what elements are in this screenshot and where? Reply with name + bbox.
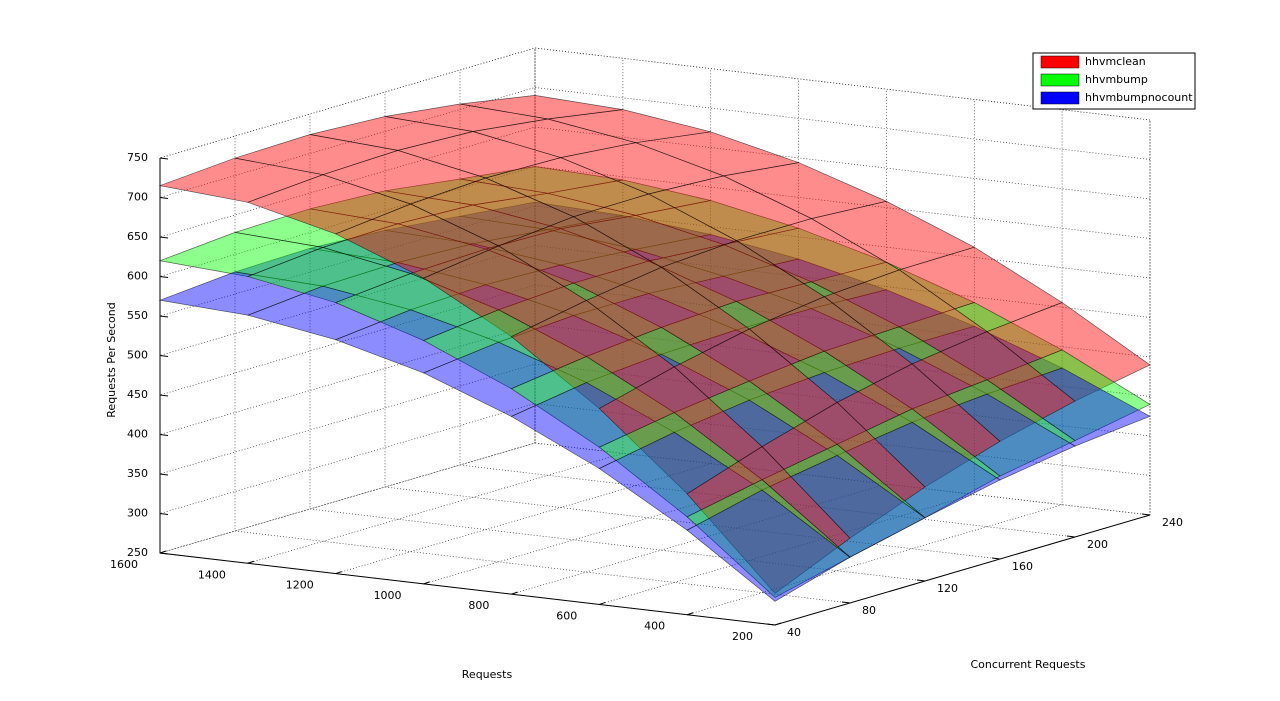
z-tick-label: 400 <box>127 428 148 441</box>
z-tick-label: 750 <box>127 151 148 164</box>
z-tick-label: 500 <box>127 349 148 362</box>
x-tick-label: 800 <box>468 599 489 612</box>
x-tick <box>423 581 430 585</box>
x-tick <box>511 591 518 595</box>
axes: 250 300 350 400 450 500 550 600 650 700 750 200 400 6… <box>110 151 1183 643</box>
grid-line <box>159 363 1151 475</box>
y-tick <box>991 557 1001 560</box>
grid-line <box>159 87 1151 198</box>
x-tick-label: 1200 <box>286 579 314 592</box>
y-tick <box>1066 535 1076 538</box>
x-tick <box>335 571 342 575</box>
grid-line <box>309 114 926 582</box>
legend-label: hhvmbumpnocount <box>1085 91 1193 104</box>
grid-line <box>159 403 1151 514</box>
y-tick-label: 200 <box>1087 538 1108 551</box>
legend: hhvmclean hhvmbump hhvmbumpnocount <box>1032 52 1196 110</box>
grid-line <box>159 245 1151 356</box>
grid-line <box>599 99 975 605</box>
y-tick-label: 240 <box>1162 516 1183 529</box>
y-tick <box>766 623 776 626</box>
surface-patch <box>686 489 851 602</box>
y-tick-label: 40 <box>787 626 801 639</box>
z-tick <box>159 157 169 160</box>
y-axis-label: Concurrent Requests <box>971 658 1086 671</box>
x-tick-label: 1000 <box>374 589 402 602</box>
x-tick-label: 600 <box>556 609 577 622</box>
z-tick <box>159 552 169 555</box>
z-tick <box>159 473 169 476</box>
x-tick-label: 1400 <box>198 568 226 581</box>
y-tick-label: 80 <box>862 604 876 617</box>
legend-label: hhvmclean <box>1085 55 1146 68</box>
grid-line <box>459 70 1076 538</box>
surfaces <box>158 95 1151 602</box>
x-tick <box>774 622 782 626</box>
grid-line <box>384 92 1001 560</box>
z-tick <box>159 394 169 397</box>
y-tick-label: 120 <box>937 582 958 595</box>
z-tick-label: 450 <box>127 388 148 401</box>
legend-swatch <box>1040 73 1080 87</box>
grid-line <box>159 126 1151 238</box>
y-tick <box>1141 513 1151 516</box>
z-tick-label: 700 <box>127 191 148 204</box>
z-tick-label: 300 <box>127 507 148 520</box>
x-tick <box>159 550 167 554</box>
legend-swatch <box>1040 55 1080 69</box>
z-tick <box>159 315 169 318</box>
z-tick-label: 650 <box>127 230 148 243</box>
y-tick <box>841 601 851 604</box>
grid-line <box>159 324 1151 435</box>
x-tick-label: 400 <box>644 620 665 633</box>
grid-line <box>247 58 624 564</box>
grid-line <box>687 109 1063 616</box>
grid-line <box>159 205 1151 317</box>
z-tick-label: 350 <box>127 467 148 480</box>
legend-swatch <box>1040 91 1080 105</box>
x-tick <box>247 560 255 564</box>
z-tick-label: 550 <box>127 309 148 322</box>
legend-label: hhvmbump <box>1085 73 1148 86</box>
grid-line <box>159 166 1151 277</box>
grid-line <box>534 48 1151 516</box>
y-tick-label: 160 <box>1012 560 1033 573</box>
z-tick <box>159 434 169 436</box>
x-tick <box>599 601 606 605</box>
grid-line <box>511 89 887 595</box>
surface-patch <box>686 479 851 598</box>
z-tick <box>159 276 169 278</box>
z-tick-label: 250 <box>127 546 148 559</box>
grid-line <box>159 47 1151 159</box>
y-tick <box>916 579 926 582</box>
z-tick-label: 600 <box>127 270 148 283</box>
x-tick-label: 1600 <box>110 558 138 571</box>
grid-line <box>159 442 1151 554</box>
x-axis-label: Requests <box>462 668 513 681</box>
grid-line <box>234 136 851 604</box>
x-tick <box>686 612 694 616</box>
z-tick <box>159 197 169 199</box>
z-tick <box>159 355 169 357</box>
x-tick-label: 200 <box>732 630 753 643</box>
z-tick <box>159 236 169 239</box>
z-tick <box>159 513 169 515</box>
surface-patch <box>686 446 851 594</box>
grid-line <box>159 284 1151 396</box>
grid-line <box>423 78 799 585</box>
z-axis-label: Requests Per Second <box>105 302 118 417</box>
